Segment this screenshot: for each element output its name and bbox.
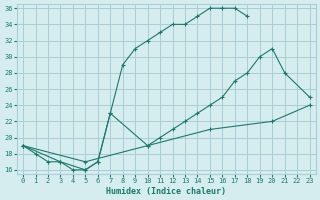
X-axis label: Humidex (Indice chaleur): Humidex (Indice chaleur) [106,187,226,196]
